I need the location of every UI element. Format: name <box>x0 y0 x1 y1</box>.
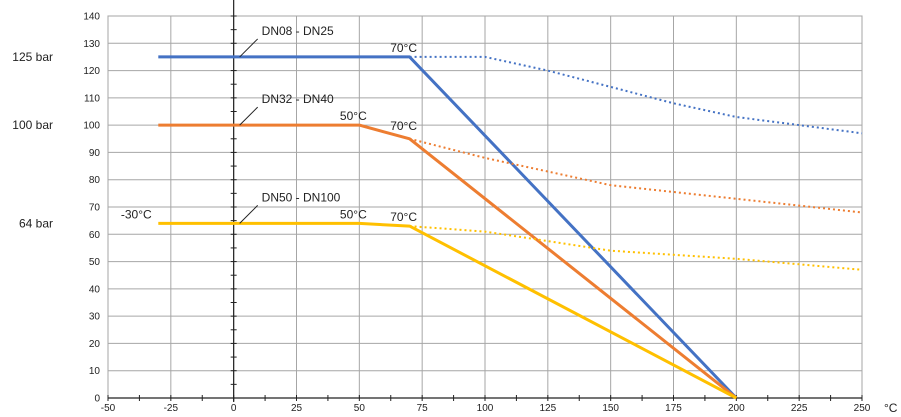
y-tick-label: 10 <box>89 366 101 377</box>
y-tick-label: 20 <box>89 339 101 350</box>
pressure-label: 125 bar <box>12 50 53 64</box>
temperature-annotation: 70°C <box>390 210 417 224</box>
temperature-annotation: 50°C <box>340 109 367 123</box>
temperature-annotation: 70°C <box>390 41 417 55</box>
x-tick-label: 200 <box>728 403 745 414</box>
series-label-leader <box>239 106 259 126</box>
y-tick-label: 30 <box>89 312 101 323</box>
series-name-label: DN50 - DN100 <box>262 190 341 204</box>
x-tick-label: 75 <box>417 403 429 414</box>
series-line-4 <box>158 221 737 400</box>
x-tick-label: -25 <box>164 403 179 414</box>
y-tick-label: 120 <box>83 66 100 77</box>
series-lines <box>158 55 863 400</box>
y-tick-label: 90 <box>89 148 101 159</box>
x-tick-label: 175 <box>665 403 682 414</box>
series-dotted-line-1 <box>409 55 863 135</box>
x-axis-unit: °C <box>884 401 898 415</box>
y-tick-label: 50 <box>89 257 101 268</box>
x-tick-label: 100 <box>477 403 494 414</box>
x-tick-label: 125 <box>539 403 556 414</box>
series-dotted-line-3 <box>409 137 863 214</box>
x-tick-label: 25 <box>291 403 303 414</box>
series-dotted-line-5 <box>409 225 863 271</box>
series-label-leader <box>239 205 259 224</box>
x-tick-label: 250 <box>854 403 871 414</box>
labels: 125 bar 100 bar 64 bar 70°C 50°C 70°C -30°C 50°… <box>12 24 417 230</box>
series-line-0 <box>158 55 738 400</box>
x-tick-label: 225 <box>791 403 808 414</box>
temperature-annotation: 70°C <box>390 119 417 133</box>
y-tick-label: 140 <box>83 12 100 23</box>
series-line-2 <box>158 123 738 400</box>
pressure-label: 64 bar <box>19 216 53 230</box>
temperature-annotation: -30°C <box>121 207 152 221</box>
temperature-annotation: 50°C <box>340 207 367 221</box>
series-label-leader <box>239 38 259 58</box>
y-tick-label: 100 <box>83 121 100 132</box>
y-tick-label: 70 <box>89 203 101 214</box>
series-name-label: DN08 - DN25 <box>262 24 334 38</box>
x-tick-label: 0 <box>231 403 237 414</box>
y-tick-label: 0 <box>94 394 100 405</box>
pressure-label: 100 bar <box>12 118 53 132</box>
y-tick-label: 130 <box>83 39 100 50</box>
y-tick-label: 110 <box>84 93 100 104</box>
y-tick-label: 40 <box>89 284 101 295</box>
x-tick-label: 150 <box>602 403 619 414</box>
series-name-label: DN32 - DN40 <box>262 92 334 106</box>
x-tick-label: -50 <box>101 403 116 414</box>
y-tick-label: 60 <box>89 230 101 241</box>
axes: 0 10 20 30 40 50 60 70 80 90 100 110 120 130 140 -50 -25… <box>83 0 871 414</box>
x-tick-label: 50 <box>354 403 366 414</box>
grid <box>107 15 863 399</box>
y-tick-label: 80 <box>89 175 101 186</box>
